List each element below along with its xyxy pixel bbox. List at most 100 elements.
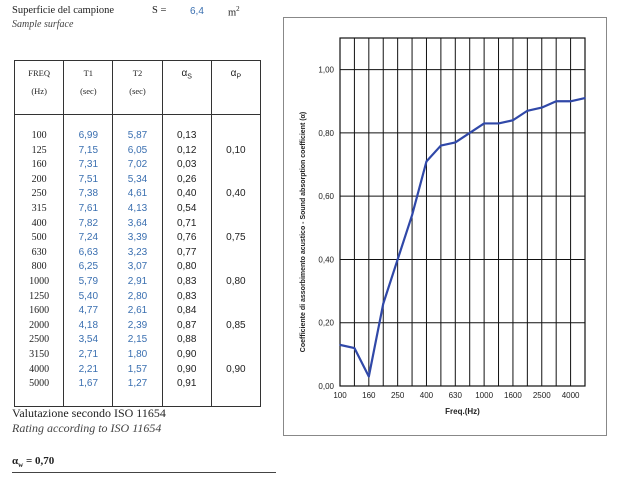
- data-point: [382, 302, 385, 305]
- x-tick-label: 1600: [504, 391, 522, 400]
- data-point: [440, 144, 442, 147]
- y-axis-label: Coefficiente di assorbimento acustico - …: [300, 112, 307, 352]
- table-row: 160 7,31 7,02 0,03: [13, 158, 262, 173]
- absorption-series-line: [339, 97, 586, 378]
- data-point: [425, 160, 428, 163]
- freq-cell: 315: [13, 201, 65, 217]
- table-row: 630 6,63 3,23 0,77: [13, 245, 262, 261]
- data-point: [555, 100, 557, 103]
- table-header-row: FREQ (Hz) T1 (sec) T2 (sec) αS αP: [13, 60, 262, 115]
- data-point: [339, 344, 341, 346]
- alpha-p-cell: [210, 245, 262, 261]
- alpha-p-cell: 0,10: [210, 143, 262, 159]
- x-tick-label: 2500: [533, 391, 551, 400]
- x-tick-label: 250: [391, 391, 405, 400]
- alpha-p-cell: [210, 201, 262, 217]
- freq-cell: 2000: [13, 318, 65, 334]
- alpha-p-cell: [210, 333, 262, 348]
- alpha-p-cell: 0,90: [210, 362, 262, 378]
- rating-title: Valutazione secondo ISO 11654: [12, 406, 166, 420]
- t2-cell: 1,57: [112, 362, 163, 378]
- t2-cell: 3,23: [112, 245, 163, 261]
- data-point: [569, 100, 572, 103]
- t2-cell: 3,07: [112, 260, 163, 275]
- freq-cell: 2500: [13, 333, 65, 348]
- x-axis-label: Freq.(Hz): [445, 407, 480, 416]
- freq-cell: 400: [13, 216, 65, 232]
- table-row: 4000 2,21 1,57 0,90 0,90: [13, 362, 262, 378]
- chart-panel: [283, 17, 607, 436]
- freq-cell: 1250: [13, 289, 65, 305]
- data-point: [396, 258, 399, 261]
- t2-cell: 6,05: [112, 143, 163, 159]
- y-tick-label: 0,80: [318, 129, 334, 138]
- x-tick-label: 400: [420, 391, 434, 400]
- freq-cell: 250: [13, 187, 65, 202]
- y-tick-label: 0,00: [318, 382, 334, 391]
- t2-cell: 3,39: [112, 231, 163, 246]
- surface-label-en: Sample surface: [12, 19, 74, 30]
- table-row: 3150 2,71 1,80 0,90: [13, 347, 262, 363]
- alpha-p-cell: [210, 172, 262, 188]
- t2-cell: 2,91: [112, 274, 163, 290]
- column-header: T2 (sec): [112, 60, 163, 115]
- y-tick-label: 0,60: [318, 192, 334, 201]
- alpha-p-cell: [210, 377, 262, 392]
- table-row: 400 7,82 3,64 0,71: [13, 216, 262, 232]
- data-point: [353, 347, 356, 349]
- data-point: [411, 214, 413, 216]
- freq-cell: 5000: [13, 377, 65, 392]
- t2-cell: 7,02: [112, 158, 163, 173]
- x-tick-label: 1000: [475, 391, 493, 400]
- x-tick-label: 4000: [562, 391, 580, 400]
- t2-cell: 5,34: [112, 172, 163, 188]
- data-point: [512, 119, 514, 122]
- measurement-table: FREQ (Hz) T1 (sec) T2 (sec) αS αP 100 6,99 5,87…: [13, 60, 262, 408]
- alpha-p-cell: [210, 260, 262, 275]
- freq-cell: 800: [13, 260, 65, 275]
- freq-cell: 500: [13, 231, 65, 246]
- alpha-p-cell: [210, 289, 262, 305]
- t2-cell: 5,87: [112, 129, 163, 144]
- table-row: 1000 5,79 2,91 0,83 0,80: [13, 274, 262, 290]
- table-row: 315 7,61 4,13 0,54: [13, 201, 262, 217]
- data-point: [368, 375, 370, 378]
- alpha-p-cell: [210, 304, 262, 319]
- data-point: [497, 122, 500, 125]
- alpha-p-cell: 0,85: [210, 318, 262, 334]
- x-tick-label: 100: [333, 391, 347, 400]
- freq-cell: 200: [13, 172, 65, 188]
- t2-cell: 2,61: [112, 304, 163, 319]
- alpha-p-cell: 0,40: [210, 187, 262, 202]
- column-header: FREQ (Hz): [13, 60, 65, 115]
- table-row: 1250 5,40 2,80 0,83: [13, 289, 262, 305]
- y-tick-label: 0,20: [318, 319, 334, 328]
- freq-cell: 160: [13, 158, 65, 173]
- t2-cell: 2,15: [112, 333, 163, 348]
- table-row: 125 7,15 6,05 0,12 0,10: [13, 143, 262, 159]
- t2-cell: 3,64: [112, 216, 163, 232]
- y-tick-label: 1,00: [318, 66, 334, 75]
- data-point: [540, 106, 543, 109]
- surface-label: Superficie del campione: [12, 5, 115, 16]
- alpha-p-cell: [210, 347, 262, 363]
- freq-cell: 125: [13, 143, 65, 159]
- t2-cell: 1,27: [112, 377, 163, 392]
- t2-cell: 4,13: [112, 201, 163, 217]
- freq-cell: 4000: [13, 362, 65, 378]
- table-row: 200 7,51 5,34 0,26: [13, 172, 262, 188]
- freq-cell: 100: [13, 129, 65, 144]
- table-row: 250 7,38 4,61 0,40 0,40: [13, 187, 262, 202]
- freq-cell: 630: [13, 245, 65, 261]
- y-tick-label: 0,40: [318, 255, 334, 264]
- data-point: [454, 141, 457, 144]
- surface-unit: m2: [228, 5, 240, 19]
- surface-symbol: S =: [152, 5, 167, 16]
- weighted-absorption: αw = 0,70: [12, 455, 55, 470]
- column-header: T1 (sec): [63, 60, 114, 115]
- x-tick-label: 160: [362, 391, 376, 400]
- data-point: [526, 109, 529, 112]
- alpha-p-cell: 0,80: [210, 274, 262, 290]
- x-tick-label: 630: [449, 391, 463, 400]
